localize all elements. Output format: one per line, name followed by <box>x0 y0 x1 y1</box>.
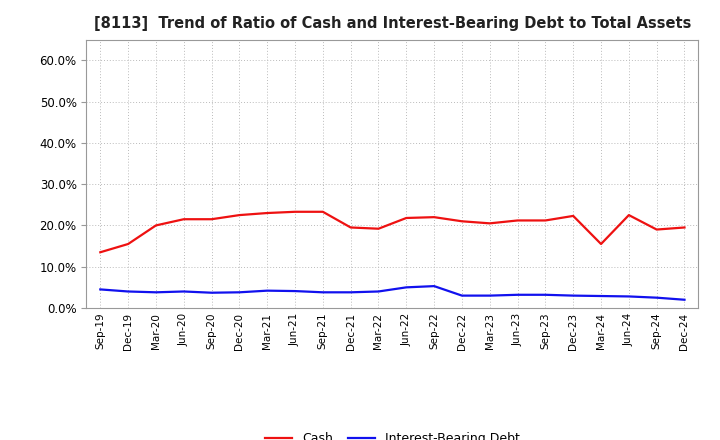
Cash <box>235 213 243 218</box>
Cash <box>124 242 132 247</box>
Cash <box>152 223 161 228</box>
Interest-Bearing Debt <box>207 290 216 295</box>
Interest-Bearing Debt <box>624 294 633 299</box>
Interest-Bearing Debt <box>96 287 104 292</box>
Interest-Bearing Debt <box>402 285 410 290</box>
Cash <box>207 216 216 222</box>
Interest-Bearing Debt <box>541 292 550 297</box>
Interest-Bearing Debt <box>318 290 327 295</box>
Cash <box>597 242 606 247</box>
Cash <box>569 213 577 219</box>
Cash <box>624 213 633 218</box>
Cash <box>541 218 550 223</box>
Interest-Bearing Debt <box>680 297 689 302</box>
Interest-Bearing Debt <box>291 289 300 294</box>
Interest-Bearing Debt <box>152 290 161 295</box>
Interest-Bearing Debt <box>346 290 355 295</box>
Interest-Bearing Debt <box>430 283 438 289</box>
Interest-Bearing Debt <box>569 293 577 298</box>
Interest-Bearing Debt <box>263 288 271 293</box>
Cash <box>680 225 689 230</box>
Cash <box>458 219 467 224</box>
Line: Cash: Cash <box>100 212 685 252</box>
Cash <box>402 215 410 220</box>
Interest-Bearing Debt <box>235 290 243 295</box>
Interest-Bearing Debt <box>374 289 383 294</box>
Cash <box>652 227 661 232</box>
Cash <box>291 209 300 214</box>
Cash <box>430 215 438 220</box>
Cash <box>96 249 104 255</box>
Interest-Bearing Debt <box>124 289 132 294</box>
Interest-Bearing Debt <box>458 293 467 298</box>
Interest-Bearing Debt <box>179 289 188 294</box>
Line: Interest-Bearing Debt: Interest-Bearing Debt <box>100 286 685 300</box>
Cash <box>513 218 522 223</box>
Interest-Bearing Debt <box>652 295 661 301</box>
Cash <box>374 226 383 231</box>
Cash <box>263 210 271 216</box>
Cash <box>346 225 355 230</box>
Interest-Bearing Debt <box>485 293 494 298</box>
Interest-Bearing Debt <box>597 293 606 299</box>
Title: [8113]  Trend of Ratio of Cash and Interest-Bearing Debt to Total Assets: [8113] Trend of Ratio of Cash and Intere… <box>94 16 691 32</box>
Cash <box>179 216 188 222</box>
Interest-Bearing Debt <box>513 292 522 297</box>
Legend: Cash, Interest-Bearing Debt: Cash, Interest-Bearing Debt <box>259 427 526 440</box>
Cash <box>485 221 494 226</box>
Cash <box>318 209 327 214</box>
